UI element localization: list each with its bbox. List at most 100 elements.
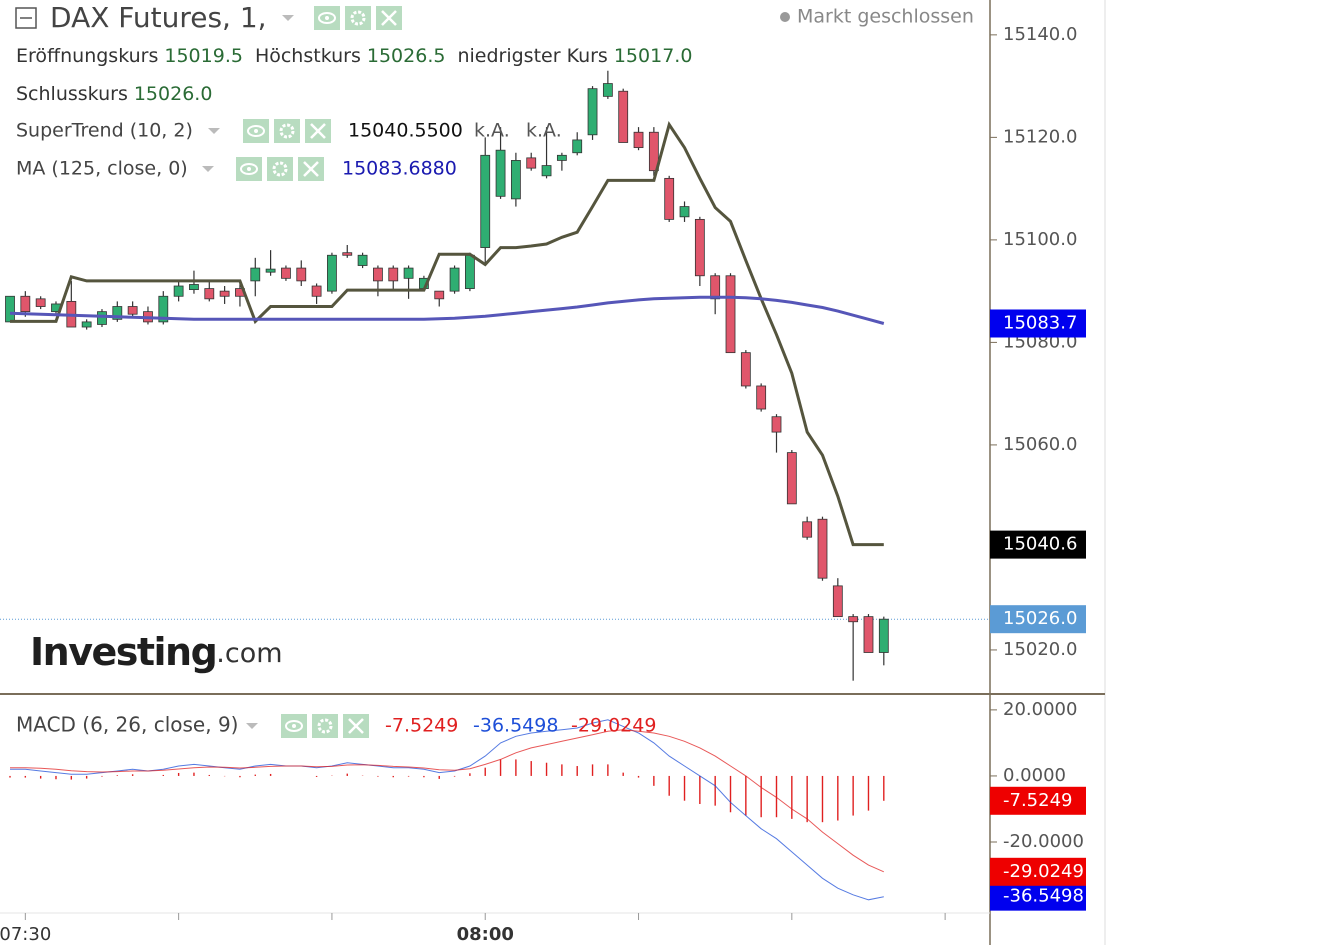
ohlc-label: Höchstkurs xyxy=(255,45,361,67)
legend-value: -29.0249 xyxy=(571,715,656,737)
dropdown[interactable] xyxy=(282,15,294,21)
close-icon xyxy=(310,123,326,139)
candle-body xyxy=(710,275,721,300)
dropdown[interactable] xyxy=(202,166,214,172)
ohlc-value: 15017.0 xyxy=(614,45,693,67)
dropdown[interactable] xyxy=(246,723,258,729)
y-tick-label: -20.0000 xyxy=(1003,831,1084,852)
eye-icon xyxy=(240,163,258,175)
ohlc-row: Eröffnungskurs 15019.5 Höchstkurs 15026.5 ni… xyxy=(16,45,692,67)
y-tick-label: 15120.0 xyxy=(1003,126,1077,147)
gear-icon xyxy=(272,161,288,177)
candle-body xyxy=(863,616,874,653)
ohlc-value: 15019.5 xyxy=(164,45,243,67)
legend-value: 15083.6880 xyxy=(342,158,457,180)
candle-body xyxy=(587,88,598,136)
candle-body xyxy=(802,521,813,538)
status-dot xyxy=(780,12,790,22)
candle-body xyxy=(832,585,843,618)
candle-body xyxy=(495,149,506,197)
eye-icon xyxy=(247,125,265,137)
close-icon xyxy=(348,718,364,734)
candle-body xyxy=(756,385,767,410)
candle-body xyxy=(204,288,215,300)
gear-icon xyxy=(279,123,295,139)
candle-body xyxy=(403,267,414,279)
candle-body xyxy=(250,267,261,282)
candle-body xyxy=(740,352,751,387)
macd-title: MACD (6, 26, close, 9) xyxy=(16,713,238,737)
candle-body xyxy=(265,268,276,273)
candle-body xyxy=(725,275,736,354)
candle-body xyxy=(480,154,491,248)
close-icon xyxy=(381,10,397,26)
candle-body xyxy=(81,321,92,328)
legend-name: MA (125, close, 0) xyxy=(16,158,188,180)
candle-body xyxy=(510,160,521,200)
candle-body xyxy=(817,518,828,579)
watermark: Investing.com xyxy=(30,630,283,674)
candle-body xyxy=(618,90,629,143)
value-label: -29.0249 xyxy=(1003,861,1084,882)
y-tick-label: 15060.0 xyxy=(1003,434,1077,455)
gear-icon xyxy=(317,718,333,734)
candle-body xyxy=(189,284,199,291)
candle-body xyxy=(633,131,644,149)
legend-value: -7.5249 xyxy=(385,715,458,737)
legend-value: k.A. xyxy=(474,120,510,142)
value-label: -7.5249 xyxy=(1003,790,1072,811)
candle-body xyxy=(602,83,613,97)
candle-body xyxy=(464,254,475,289)
watermark-suffix: .com xyxy=(216,638,282,669)
ohlc-value: 15026.0 xyxy=(134,83,213,105)
candle-body xyxy=(219,290,230,297)
value-label: 15026.0 xyxy=(1003,608,1077,629)
indicator-line xyxy=(9,295,885,325)
candle-body xyxy=(327,254,337,292)
x-tick-label: 07:30 xyxy=(0,924,51,945)
watermark-brand: Investing xyxy=(30,630,216,674)
y-tick-label: 15140.0 xyxy=(1003,24,1077,45)
collapse-button[interactable] xyxy=(15,7,37,29)
close-icon xyxy=(303,161,319,177)
candle-body xyxy=(112,306,123,320)
ohlc-label: Eröffnungskurs xyxy=(16,45,158,67)
icon-button[interactable] xyxy=(345,6,371,30)
market-status: Markt geschlossen xyxy=(797,6,974,28)
candle-body xyxy=(771,416,782,433)
candle-body xyxy=(388,267,399,282)
candle-body xyxy=(572,139,583,154)
eye-icon xyxy=(285,720,303,732)
icon-button[interactable] xyxy=(312,714,338,738)
candle-body xyxy=(35,298,46,307)
value-box xyxy=(990,309,1086,338)
x-tick-label: 08:00 xyxy=(457,924,514,945)
legend-name: SuperTrend (10, 2) xyxy=(16,120,193,142)
candle-body xyxy=(296,267,307,282)
candle-body xyxy=(648,131,659,172)
icon-button[interactable] xyxy=(274,119,300,143)
candle-body xyxy=(127,306,138,315)
value-box xyxy=(990,786,1086,815)
indicator-line xyxy=(10,121,884,547)
value-box xyxy=(990,530,1086,559)
candle-body xyxy=(20,295,31,313)
candle-body xyxy=(786,452,797,505)
candle-body xyxy=(311,285,322,297)
value-label: -36.5498 xyxy=(1003,886,1084,907)
value-box xyxy=(990,882,1086,911)
legend-value: k.A. xyxy=(526,120,562,142)
candle-body xyxy=(526,157,537,169)
eye-icon xyxy=(318,12,336,24)
candle-body xyxy=(449,267,460,292)
candle-body xyxy=(158,295,169,323)
ohlc-label: Schlusskurs xyxy=(16,83,128,105)
y-tick-label: 15100.0 xyxy=(1003,229,1077,250)
y-tick-label: 0.0000 xyxy=(1003,765,1066,786)
dropdown[interactable] xyxy=(208,128,220,134)
candle-body xyxy=(434,290,445,300)
icon-button[interactable] xyxy=(267,157,293,181)
candle-body xyxy=(342,252,353,256)
